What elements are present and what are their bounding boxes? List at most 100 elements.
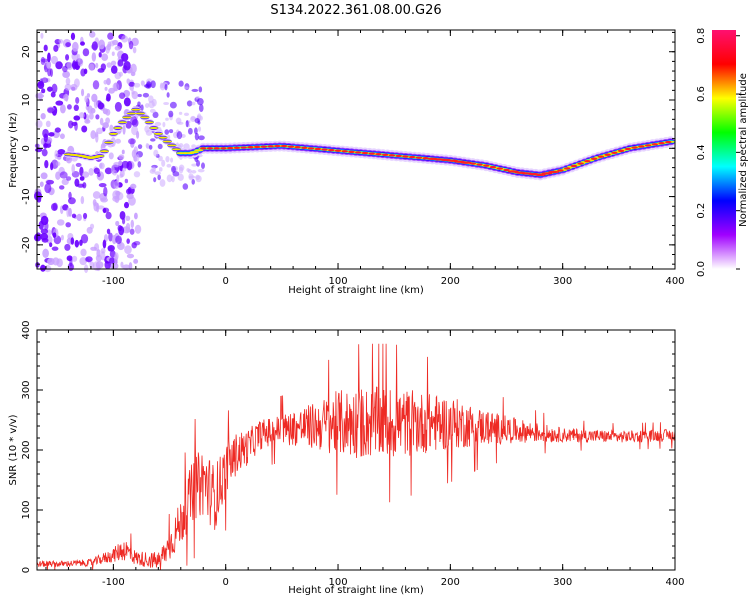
spectrogram-noise-blob: [195, 175, 202, 183]
spectrogram-noise-blob: [177, 173, 184, 181]
spectrogram-noise-blob: [149, 108, 156, 113]
spectrogram-noise-blob: [41, 237, 49, 243]
spectrogram-noise-blob: [92, 80, 100, 90]
colorbar-tick-label: 0.6: [696, 86, 707, 102]
spectrogram-noise-blob: [90, 246, 97, 251]
spectrogram-noise-blob: [68, 120, 74, 129]
spectrogram-noise-blob: [196, 97, 204, 106]
spectrogram-noise-blob: [178, 164, 185, 171]
spectrogram-noise-blob: [125, 188, 132, 195]
spectrogram-noise-blob: [112, 82, 120, 92]
snr-y-ticks: 0 100 200 300 400: [21, 320, 675, 573]
spectrogram-noise-blob: [66, 104, 72, 110]
spectrogram-noise-blob: [130, 63, 137, 74]
spectrogram-noise-blob: [102, 108, 109, 115]
spectrogram-noise-blob: [85, 256, 93, 263]
spectrogram-noise-blob: [201, 162, 205, 170]
spectrogram-peak: [476, 163, 483, 166]
spectrogram-noise-blob: [129, 228, 135, 235]
spectrogram-noise-blob: [137, 93, 142, 98]
spectrogram-noise-blob: [135, 154, 140, 162]
spectrogram-noise-blob: [65, 54, 70, 61]
spectrogram-noise-blob: [164, 129, 170, 135]
spectrogram-noise-blob: [124, 245, 132, 255]
spectrogram-noise-blob: [47, 52, 51, 63]
spectrogram-peak: [651, 143, 658, 146]
spectrogram-ridge-segment: [122, 116, 132, 119]
spectrogram-noise-blob: [141, 80, 146, 87]
spectrogram-peak: [274, 144, 281, 148]
spectrogram-noise-blob: [126, 193, 134, 200]
spectrogram-noise-blob: [163, 101, 170, 106]
spectrogram-noise-blob: [190, 115, 196, 121]
spectrogram-noise-blob: [191, 179, 195, 185]
spectrogram-noise-blob: [121, 35, 129, 43]
snr-y-tick-label: 100: [21, 500, 32, 519]
spectrogram-noise-blob: [124, 178, 129, 184]
spectrogram-noise-blob: [95, 254, 102, 262]
spectrogram-noise-blob: [165, 117, 169, 121]
spectrogram-noise-blob: [101, 53, 109, 61]
spectrogram-noise-blob: [187, 168, 192, 174]
spectrogram-noise-blob: [84, 119, 91, 124]
snr-x-label: Height of straight line (km): [288, 585, 424, 596]
spectrogram-noise-blob: [118, 154, 125, 160]
spectrogram-noise-blob: [150, 138, 156, 142]
spectrogram-noise-blob: [107, 244, 115, 252]
spectrogram-noise-blob: [71, 255, 78, 262]
spectrogram-y-tick-label: 10: [21, 94, 32, 107]
spectrogram-peak: [341, 150, 348, 153]
colorbar-label: Normalized spectral amplitude: [738, 73, 749, 227]
spectrogram-noise-blob: [80, 68, 86, 77]
spectrogram-ridge-segment: [171, 148, 181, 151]
spectrogram-noise-blob: [90, 130, 96, 140]
spectrogram-noise-blob: [102, 122, 109, 129]
spectrogram-noise-blob: [52, 232, 57, 238]
snr-y-tick-label: 200: [21, 440, 32, 459]
spectrogram-noise-blob: [164, 84, 168, 91]
spectrogram-noise-blob: [66, 207, 70, 218]
spectrogram-peak: [368, 152, 375, 155]
spectrogram-peak: [226, 146, 234, 150]
spectrogram-peak: [314, 147, 322, 151]
spectrogram-noise-blob: [48, 132, 55, 137]
spectrogram-ridge-segment: [117, 121, 127, 124]
spectrogram-peak: [577, 162, 584, 165]
spectrogram-peak: [534, 173, 546, 177]
spectrogram-noise-blob: [62, 70, 71, 79]
spectrogram-noise-blob: [75, 162, 82, 168]
spectrogram-noise-blob: [66, 61, 73, 71]
spectrogram-peak: [287, 145, 295, 148]
spectrogram-peak: [658, 142, 665, 145]
spectrogram-noise-blob: [92, 191, 101, 199]
spectrogram-noise-blob: [84, 95, 89, 103]
spectrogram-noise-blob: [166, 174, 173, 183]
spectrogram-noise-blob: [79, 176, 85, 181]
spectrogram-noise-blob: [75, 96, 80, 104]
snr-x-tick-label: -100: [102, 577, 125, 588]
snr-series-line: [36, 343, 676, 571]
spectrogram-noise-blob: [121, 52, 129, 62]
spectrogram-noise-blob: [64, 243, 71, 251]
spectrogram-noise-blob: [82, 48, 90, 57]
spectrogram-frame: [36, 29, 676, 270]
spectrogram-peak: [644, 144, 652, 147]
spectrogram-peak: [200, 147, 207, 150]
spectrogram-noise-blob: [100, 197, 108, 203]
spectrogram-noise-blob: [198, 126, 202, 132]
spectrogram-noise-blob: [79, 257, 87, 266]
spectrogram-noise-blob: [57, 149, 66, 155]
spectrogram-peak: [604, 153, 611, 156]
spectrogram-noise-blob: [91, 41, 98, 51]
spectrogram-peak: [590, 157, 598, 160]
spectrogram-noise-blob: [144, 103, 150, 109]
spectrogram-ridge-segment: [135, 112, 145, 115]
spectrogram-noise-blob: [70, 237, 75, 245]
spectrogram-noise-blob: [161, 159, 166, 167]
spectrogram-noise-blob: [106, 77, 111, 86]
colorbar: 0.0 0.2 0.4 0.6 0.8 Normalized spectral ampl…: [696, 28, 749, 277]
spectrogram-peak: [348, 150, 355, 154]
spectrogram-noise-blob: [154, 171, 162, 176]
spectrogram-noise-blob: [197, 120, 201, 125]
